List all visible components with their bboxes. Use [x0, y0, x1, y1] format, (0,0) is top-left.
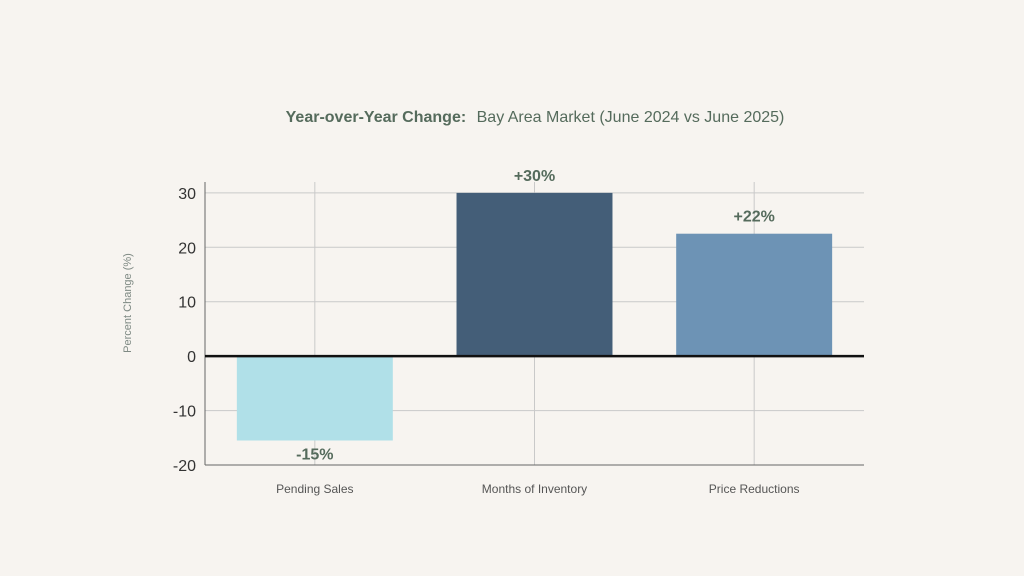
labels: -20 -10 0 10 20 30 -15% Pending Sales +30% Months…	[173, 168, 800, 496]
x-tick-label: Price Reductions	[709, 482, 800, 496]
chart-title-bold: Year-over-Year Change:	[286, 109, 467, 126]
x-tick-label: Pending Sales	[276, 482, 353, 496]
data-label: -15%	[296, 447, 333, 464]
y-tick-label: 10	[178, 295, 196, 312]
axes	[204, 182, 864, 466]
bar	[236, 356, 393, 441]
bars	[236, 192, 833, 441]
chart-title-rest: Bay Area Market (June 2024 vs June 2025)	[477, 109, 785, 126]
y-tick-label: -10	[173, 404, 196, 421]
y-tick-label: 0	[187, 349, 196, 366]
y-tick-label: 30	[178, 186, 196, 203]
x-tick-label: Months of Inventory	[482, 482, 587, 496]
chart-title: Year-over-Year Change: Bay Area Market (…	[286, 109, 785, 126]
bar	[456, 192, 613, 357]
y-tick-label: 20	[178, 240, 196, 257]
data-label: +30%	[514, 168, 555, 185]
y-axis-label: Percent Change (%)	[122, 253, 134, 353]
data-label: +22%	[733, 209, 774, 226]
y-tick-label: -20	[173, 458, 196, 475]
bar	[676, 233, 833, 357]
